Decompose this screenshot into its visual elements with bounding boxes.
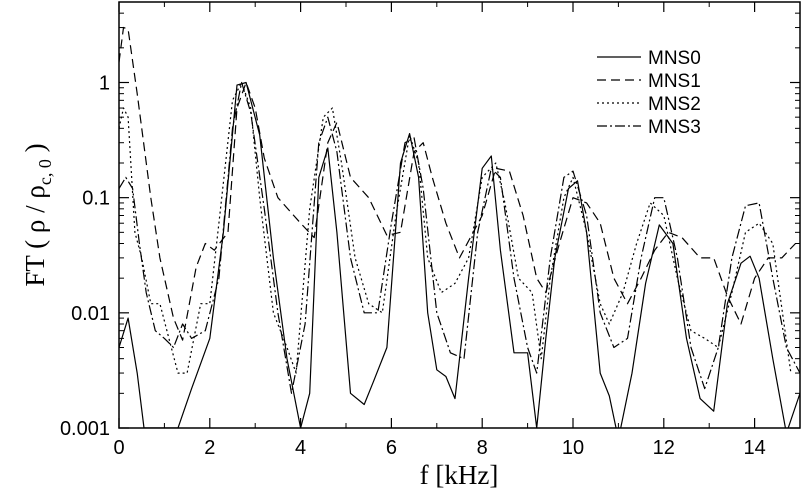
- series-line-mns3: [119, 81, 800, 394]
- x-tick-label: 6: [386, 437, 397, 459]
- x-axis-label: f [kHz]: [420, 460, 499, 490]
- x-tick-label: 0: [113, 437, 124, 459]
- x-tick-label: 12: [653, 437, 675, 459]
- series-layer: [119, 26, 800, 428]
- series-line-mns0: [119, 81, 800, 428]
- tick-layer: 0 2 4 6 8 10 12 14 0.001 0.01 0.1 1: [60, 2, 800, 459]
- y-tick-label: 0.1: [82, 188, 110, 210]
- y-axis-label-close: ): [20, 143, 50, 159]
- legend-label-mns2: MNS2: [648, 94, 701, 115]
- x-tick-label: 8: [477, 437, 488, 459]
- series-line-mns1: [119, 26, 796, 341]
- y-tick-label: 0.001: [60, 418, 110, 440]
- series-line-mns2: [119, 81, 792, 374]
- y-axis-label-main: FT ( ρ / ρ: [20, 185, 50, 286]
- plot-frame: [118, 1, 801, 429]
- legend-label-mns0: MNS0: [648, 48, 701, 69]
- x-tick-label: 2: [204, 437, 215, 459]
- legend-label-mns3: MNS3: [648, 117, 701, 138]
- legend-label-mns1: MNS1: [648, 71, 701, 92]
- y-tick-label: 1: [99, 72, 110, 94]
- x-tick-label: 14: [743, 437, 765, 459]
- y-tick-label: 0.01: [71, 303, 110, 325]
- x-tick-label: 4: [295, 437, 306, 459]
- y-axis-label: FT ( ρ / ρc, 0 ): [20, 143, 55, 286]
- y-axis-label-subscript: c, 0: [35, 159, 55, 185]
- x-tick-label: 10: [562, 437, 584, 459]
